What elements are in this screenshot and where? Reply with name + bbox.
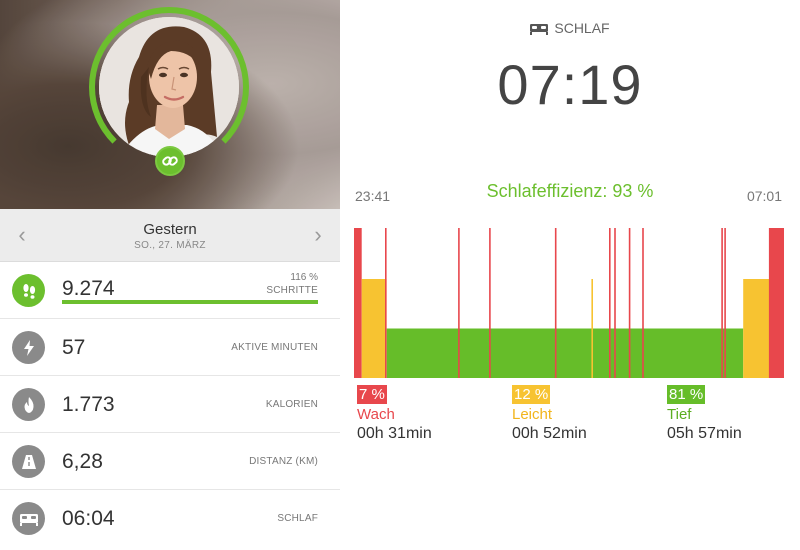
steps-label: SCHRITTE	[266, 285, 318, 296]
legend-light-percent: 12 %	[512, 385, 551, 404]
sleep-spike-wake	[458, 228, 460, 378]
sleep-spike-light	[591, 279, 593, 378]
sync-link-icon[interactable]	[155, 146, 185, 176]
steps-value: 9.274	[62, 277, 115, 300]
sleep-spike-wake	[385, 228, 387, 378]
sleep-segment-light	[361, 279, 387, 378]
flame-icon	[12, 388, 45, 421]
active-minutes-value: 57	[62, 336, 86, 359]
calories-label: KALORIEN	[265, 399, 318, 410]
sleep-efficiency: Schlafeffizienz: 93 %	[486, 181, 654, 201]
lightning-icon	[12, 331, 45, 364]
steps-goal-percent: 116 %	[290, 272, 318, 283]
stat-row-active-minutes[interactable]: 57 AKTIVE MINUTEN	[0, 319, 340, 376]
active-minutes-label: AKTIVE MINUTEN	[231, 342, 318, 353]
road-icon	[12, 445, 45, 478]
daily-summary-panel: ‹ Gestern SO., 27. MÄRZ › 9.274 116 % SC…	[0, 0, 340, 550]
day-navigator: ‹ Gestern SO., 27. MÄRZ ›	[0, 209, 340, 262]
sleep-spike-wake	[724, 228, 726, 378]
sleep-segment-deep	[386, 328, 744, 378]
goal-progress-ring	[89, 7, 249, 167]
steps-progress-bar	[62, 300, 318, 304]
sleep-segment-wake	[768, 228, 784, 378]
legend-wake-label: Wach	[357, 406, 395, 423]
sleep-total-time: 07:19	[497, 53, 643, 116]
sleep-value: 06:04	[62, 507, 115, 530]
legend-wake-percent: 7 %	[357, 385, 387, 404]
bed-icon	[530, 22, 549, 38]
distance-label: DISTANZ (KM)	[249, 456, 318, 467]
legend-wake-duration: 00h 31min	[357, 425, 432, 442]
day-title: Gestern	[143, 221, 197, 238]
legend-deep-duration: 05h 57min	[667, 425, 742, 442]
legend-deep-percent: 81 %	[667, 385, 706, 404]
day-date: SO., 27. MÄRZ	[134, 240, 206, 251]
sleep-spike-wake	[609, 228, 611, 378]
next-day-chevron-icon[interactable]: ›	[314, 222, 322, 247]
footsteps-icon	[12, 274, 45, 307]
legend-wake: 7 % Wach 00h 31min	[357, 385, 477, 443]
sleep-spike-wake	[614, 228, 616, 378]
stat-row-distance[interactable]: 6,28 DISTANZ (KM)	[0, 433, 340, 490]
sleep-spike-wake	[642, 228, 644, 378]
previous-day-chevron-icon[interactable]: ‹	[18, 222, 26, 247]
sleep-label: SCHLAF	[277, 513, 318, 524]
stat-row-calories[interactable]: 1.773 KALORIEN	[0, 376, 340, 433]
sleep-stage-chart[interactable]	[354, 228, 784, 380]
sleep-spike-wake	[489, 228, 491, 378]
sleep-spike-wake	[628, 228, 631, 378]
distance-value: 6,28	[62, 450, 103, 473]
sleep-segment-wake	[354, 228, 362, 378]
sleep-end-time: 07:01	[746, 188, 782, 204]
stat-row-steps[interactable]: 9.274 116 % SCHRITTE	[0, 262, 340, 319]
sleep-start-time: 23:41	[355, 188, 391, 204]
sleep-detail-panel: SCHLAF 07:19 23:41 Schlafeffizienz: 93 %…	[340, 0, 800, 550]
profile-header	[0, 0, 340, 209]
bed-icon	[12, 502, 45, 535]
sleep-header-label: SCHLAF	[554, 20, 610, 36]
steps-progress-fill	[62, 300, 318, 304]
legend-light-label: Leicht	[512, 406, 553, 423]
calories-value: 1.773	[62, 393, 115, 416]
sleep-spike-wake	[554, 228, 557, 378]
sleep-spike-wake	[721, 228, 723, 378]
legend-light: 12 % Leicht 00h 52min	[512, 385, 632, 443]
stat-row-sleep[interactable]: 06:04 SCHLAF	[0, 490, 340, 547]
sleep-segment-light	[743, 279, 769, 378]
legend-deep: 81 % Tief 05h 57min	[667, 385, 787, 443]
legend-light-duration: 00h 52min	[512, 425, 587, 442]
legend-deep-label: Tief	[667, 406, 692, 423]
sleep-header: SCHLAF	[340, 20, 800, 38]
